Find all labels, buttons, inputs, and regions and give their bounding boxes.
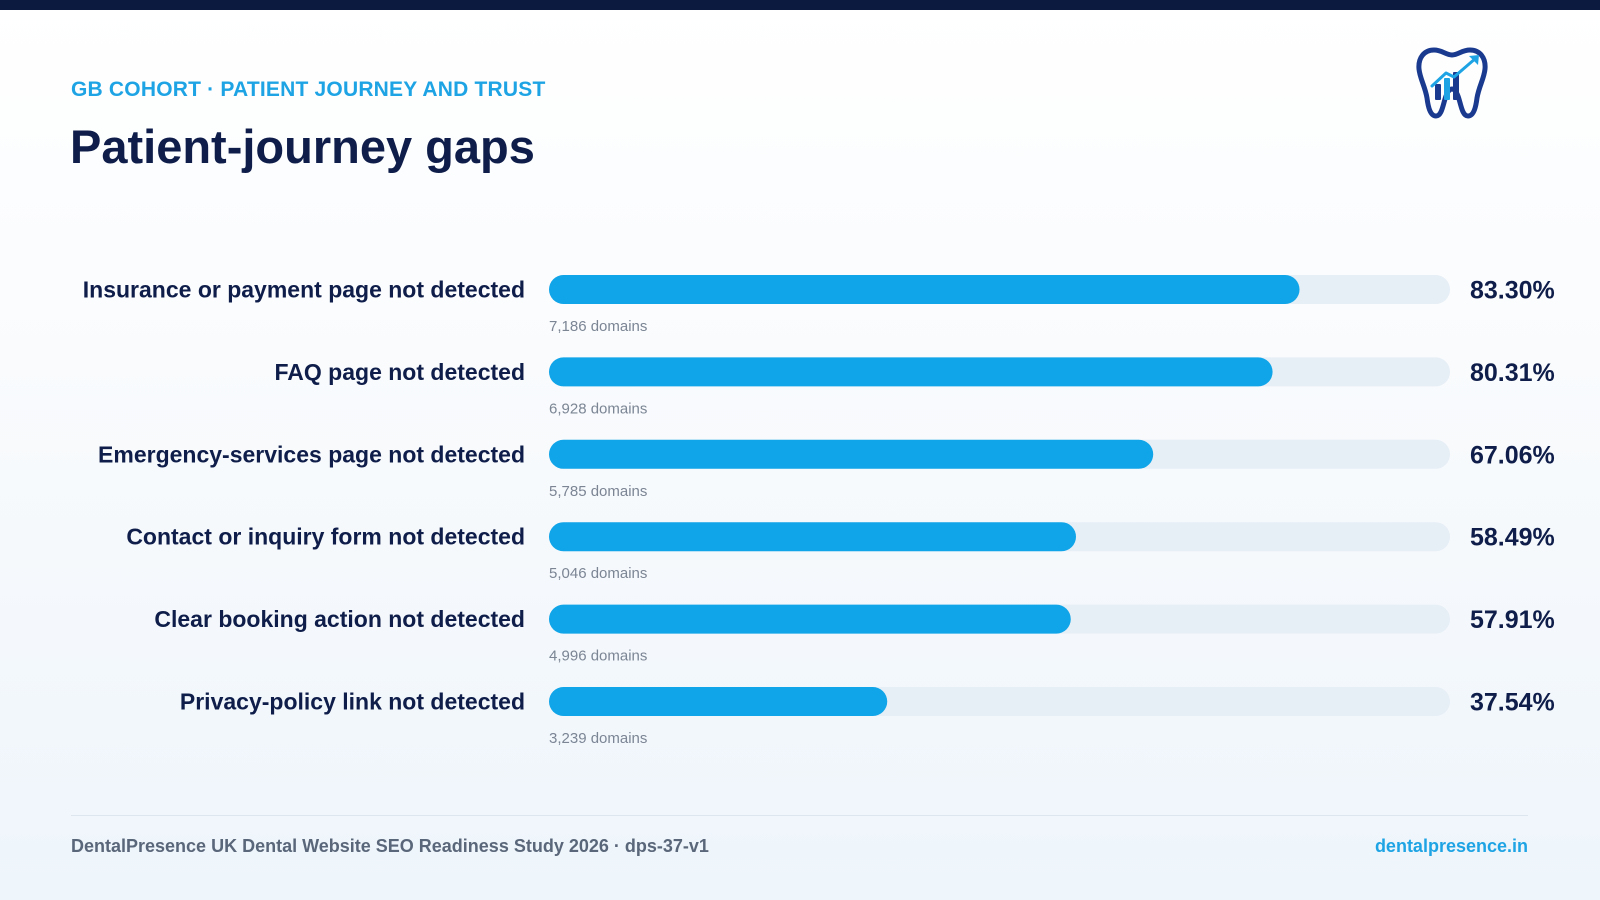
category-label: Clear booking action not detected [154,606,525,632]
domain-count-label: 3,239 domains [549,730,647,747]
domain-count-label: 5,046 domains [549,565,647,582]
footer-study-title: DentalPresence UK Dental Website SEO Rea… [71,836,709,856]
bar [549,357,1273,387]
value-label: 57.91% [1470,606,1555,634]
bar [549,522,1076,552]
domain-count-label: 5,785 domains [549,483,647,500]
domain-count-label: 7,186 domains [549,318,647,335]
value-label: 37.54% [1470,689,1555,717]
value-label: 58.49% [1470,524,1555,552]
page-title: Patient-journey gaps [70,120,535,173]
bar [549,687,888,716]
value-label: 67.06% [1470,441,1555,469]
category-label: Emergency-services page not detected [98,441,525,467]
eyebrow-label: GB COHORT · PATIENT JOURNEY AND TRUST [71,78,546,101]
domain-count-label: 4,996 domains [549,648,647,665]
category-label: FAQ page not detected [275,359,525,385]
bar [549,604,1071,634]
tooth-chart-logo-icon [1416,46,1488,120]
bar [549,275,1300,304]
footer-divider [71,815,1528,816]
domain-count-label: 6,928 domains [549,400,647,417]
category-label: Insurance or payment page not detected [83,277,525,303]
category-label: Privacy-policy link not detected [180,689,525,715]
category-label: Contact or inquiry form not detected [126,524,525,550]
footer-website-link[interactable]: dentalpresence.in [1374,836,1528,856]
value-label: 80.31% [1470,359,1555,387]
bar [549,439,1154,469]
top-accent-bar [0,0,1600,10]
value-label: 83.30% [1470,277,1555,305]
